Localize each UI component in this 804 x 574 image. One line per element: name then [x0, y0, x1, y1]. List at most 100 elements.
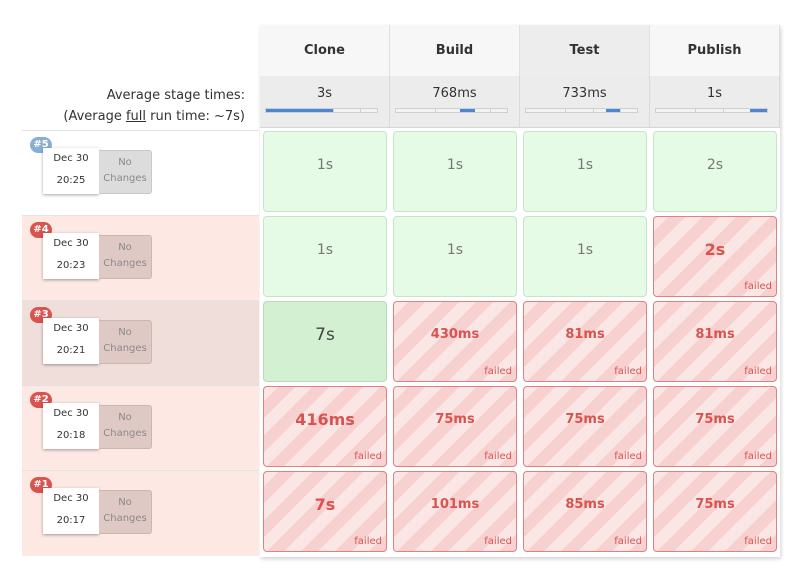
stage-duration: 1s [446, 242, 464, 258]
stage-cell-build[interactable]: 75ms failed [393, 386, 517, 467]
stage-cell-test[interactable]: 85ms failed [523, 471, 647, 552]
failed-label: failed [614, 536, 642, 547]
stage-duration: 75ms [695, 412, 735, 427]
build-changes[interactable]: No Changes [99, 405, 152, 449]
build-row[interactable]: #3 Dec 30 20:21 No Changes [22, 300, 259, 386]
stage-average-time: 733ms [562, 86, 607, 101]
stage-average-time: 768ms [432, 86, 477, 101]
build-date: Dec 30 20:18 [43, 403, 99, 449]
stage-duration: 75ms [435, 412, 475, 427]
build-date-day: Dec 30 [53, 153, 89, 164]
build-row[interactable]: #2 Dec 30 20:18 No Changes [22, 385, 259, 471]
stage-average-clone: 3s [260, 76, 390, 128]
stage-average-progress-fill [605, 109, 621, 112]
stage-average-progress [655, 108, 768, 113]
stage-duration: 1s [576, 242, 594, 258]
failed-label: failed [614, 451, 642, 462]
failed-label: failed [744, 366, 772, 377]
average-run-time: (Average full run time: ~7s) [63, 109, 245, 124]
build-date-time: 20:21 [56, 345, 86, 356]
stage-cell-publish[interactable]: 75ms failed [653, 386, 777, 467]
stage-cell-test[interactable]: 1s [523, 131, 647, 212]
stage-cell-build[interactable]: 430ms failed [393, 301, 517, 382]
build-changes[interactable]: No Changes [99, 320, 152, 364]
stage-average-progress-fill [266, 109, 333, 112]
stage-cell-publish[interactable]: 2s [653, 131, 777, 212]
stage-average-progress [525, 108, 638, 113]
build-date-time: 20:17 [56, 515, 86, 526]
failed-label: failed [614, 366, 642, 377]
stage-cell-publish[interactable]: 81ms failed [653, 301, 777, 382]
build-date-time: 20:18 [56, 430, 86, 441]
stage-average-build: 768ms [390, 76, 520, 128]
stage-duration: 101ms [430, 497, 480, 512]
build-row[interactable]: #1 Dec 30 20:17 No Changes [22, 470, 259, 556]
stage-header-clone: Clone [260, 25, 390, 76]
build-changes[interactable]: No Changes [99, 490, 152, 534]
stage-cell-publish[interactable]: 75ms failed [653, 471, 777, 552]
stage-cell-build[interactable]: 1s [393, 131, 517, 212]
stage-average-progress-fill [750, 109, 767, 112]
stage-header-test: Test [520, 25, 650, 76]
stage-cell-test[interactable]: 81ms failed [523, 301, 647, 382]
stage-duration: 85ms [565, 497, 605, 512]
stage-average-progress [265, 108, 378, 113]
failed-label: failed [484, 366, 512, 377]
failed-label: failed [354, 536, 382, 547]
stage-cell-clone[interactable]: 416ms failed [263, 386, 387, 467]
build-changes[interactable]: No Changes [99, 235, 152, 279]
stage-cell-test[interactable]: 1s [523, 216, 647, 297]
stage-duration: 430ms [430, 327, 480, 342]
stage-duration: 416ms [295, 410, 355, 429]
failed-label: failed [484, 451, 512, 462]
build-changes[interactable]: No Changes [99, 150, 152, 194]
full-run-time-link[interactable]: full [125, 109, 147, 124]
build-date: Dec 30 20:17 [43, 488, 99, 534]
average-stage-times-label: Average stage times: (Average full run t… [20, 85, 245, 127]
failed-label: failed [484, 536, 512, 547]
stage-cell-publish[interactable]: 2s failed [653, 216, 777, 297]
build-date-time: 20:25 [56, 175, 86, 186]
stage-average-progress-fill [460, 109, 475, 112]
stage-cell-clone[interactable]: 1s [263, 216, 387, 297]
stage-header-publish: Publish [650, 25, 780, 76]
stage-average-time: 3s [316, 86, 333, 101]
stage-average-publish: 1s [650, 76, 780, 128]
stage-duration: 75ms [695, 497, 735, 512]
build-date-day: Dec 30 [53, 323, 89, 334]
build-date: Dec 30 20:23 [43, 233, 99, 279]
stage-average-progress [395, 108, 508, 113]
failed-label: failed [744, 281, 772, 292]
stage-duration: 2s [706, 157, 724, 173]
stage-duration: 75ms [565, 412, 605, 427]
failed-label: failed [744, 451, 772, 462]
failed-label: failed [354, 451, 382, 462]
stage-average-test: 733ms [520, 76, 650, 128]
build-row[interactable]: #5 Dec 30 20:25 No Changes [22, 130, 259, 216]
build-row[interactable]: #4 Dec 30 20:23 No Changes [22, 215, 259, 301]
build-date-time: 20:23 [56, 260, 86, 271]
stage-cell-test[interactable]: 75ms failed [523, 386, 647, 467]
stage-cell-build[interactable]: 1s [393, 216, 517, 297]
stage-duration: 1s [316, 242, 334, 258]
stage-cell-build[interactable]: 101ms failed [393, 471, 517, 552]
stage-duration: 1s [446, 157, 464, 173]
build-date-day: Dec 30 [53, 238, 89, 249]
build-date-day: Dec 30 [53, 408, 89, 419]
stage-average-time: 1s [706, 86, 723, 101]
failed-label: failed [744, 536, 772, 547]
build-date: Dec 30 20:25 [43, 148, 99, 194]
average-stage-times-title: Average stage times: [106, 88, 245, 103]
stage-duration: 2s [704, 240, 726, 259]
stage-duration: 7s [315, 325, 335, 345]
stage-cell-clone[interactable]: 1s [263, 131, 387, 212]
stage-duration: 81ms [695, 327, 735, 342]
build-date: Dec 30 20:21 [43, 318, 99, 364]
build-date-day: Dec 30 [53, 493, 89, 504]
stage-duration: 7s [314, 495, 336, 514]
stage-duration: 1s [576, 157, 594, 173]
stage-cell-clone[interactable]: 7s [263, 301, 387, 382]
stage-cell-clone[interactable]: 7s failed [263, 471, 387, 552]
stage-duration: 81ms [565, 327, 605, 342]
stage-header-build: Build [390, 25, 520, 76]
